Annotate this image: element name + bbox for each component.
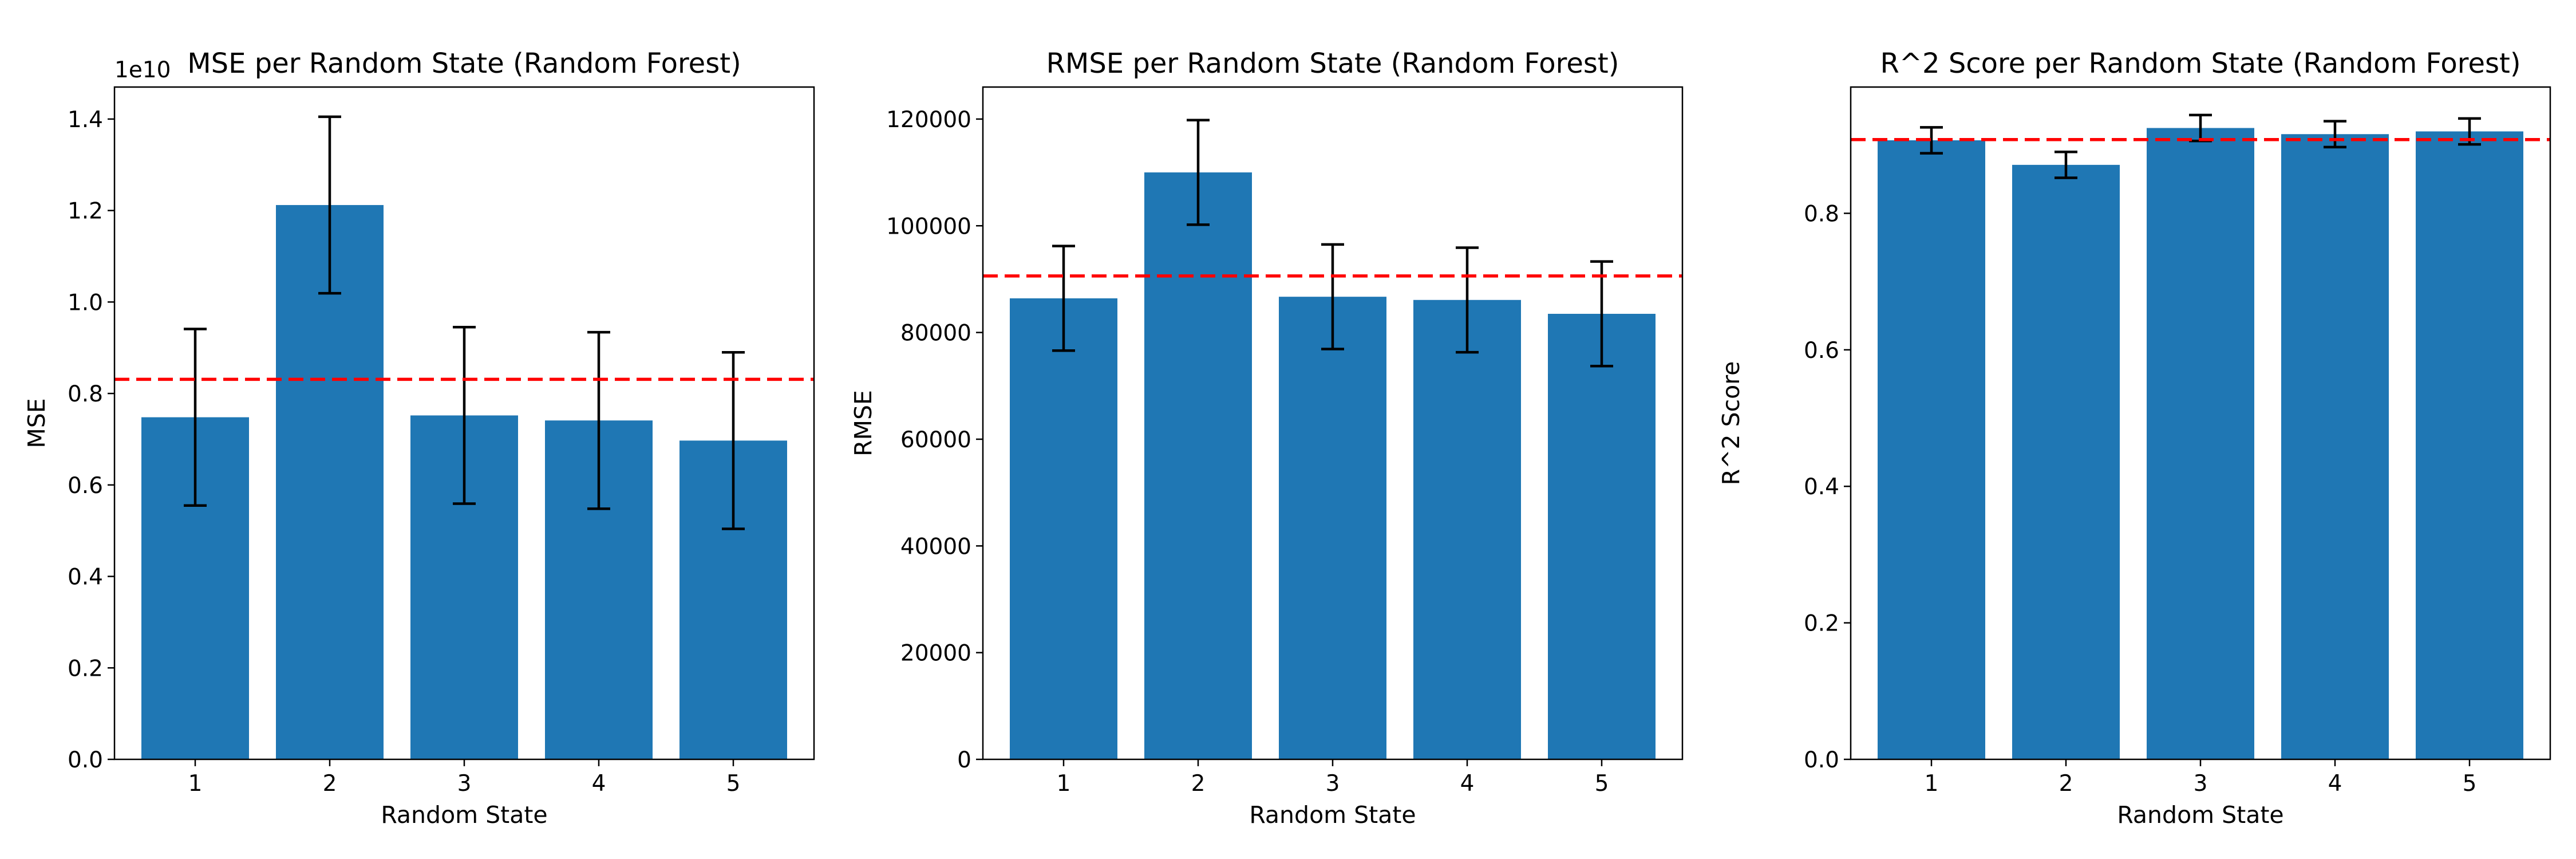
mse-ytick-label: 0.8: [68, 381, 103, 407]
rmse-bar-4: [1413, 300, 1521, 759]
mse-xtick-label: 5: [726, 771, 741, 797]
rmse-ytick-label: 20000: [900, 641, 971, 667]
mse-ytick-label: 1.4: [68, 107, 103, 133]
mse-ytick-label: 1.2: [68, 199, 103, 224]
r2-error-bar-2: [2055, 150, 2077, 179]
mse-bar-2: [276, 205, 384, 760]
r2-chart: 0.0 0.2 0.4 0.6 0.8 1 2 3 4 5 Random State R^2 Scor…: [1717, 48, 2551, 829]
mse-xtick-label: 1: [188, 771, 203, 797]
rmse-ytick-label: 100000: [886, 214, 971, 239]
rmse-ytick-label: 120000: [886, 107, 971, 133]
rmse-xtick-label: 4: [1460, 771, 1475, 797]
mse-ytick-label: 0.2: [68, 656, 103, 681]
rmse-error-bar-1: [1052, 245, 1075, 352]
mse-ytick-label: 0.6: [68, 473, 103, 499]
r2-bar-5: [2416, 131, 2523, 760]
mse-error-bar-1: [184, 328, 207, 507]
mse-error-bar-2: [318, 115, 341, 295]
mse-chart-title: MSE per Random State (Random Forest): [187, 48, 741, 80]
rmse-ytick-label: 80000: [900, 321, 971, 346]
rmse-bar-1: [1010, 298, 1117, 759]
mse-y-axis-label: MSE: [23, 398, 50, 448]
rmse-xtick-label: 2: [1191, 771, 1206, 797]
r2-y-axis-label: R^2 Score: [1717, 361, 1745, 486]
r2-ytick-label: 0.8: [1804, 201, 1839, 227]
mse-ytick-label: 1.0: [68, 290, 103, 316]
mse-error-bar-5: [722, 350, 745, 530]
r2-x-axis-label: Random State: [2117, 801, 2283, 829]
r2-ytick-label: 0.0: [1804, 747, 1839, 773]
rmse-y-axis-label: RMSE: [850, 390, 877, 456]
rmse-error-bar-3: [1321, 243, 1344, 350]
r2-xtick-label: 3: [2194, 771, 2208, 797]
r2-xtick-label: 5: [2463, 771, 2477, 797]
mse-ytick-label: 0.0: [68, 747, 103, 773]
r2-bar-4: [2281, 134, 2389, 759]
mse-axis-offset-label: 1e10: [114, 57, 171, 83]
mse-chart: 0.0 0.2 0.4 0.6 0.8 1.0 1.2 1.4 1 2 3 4 5 Random Stat…: [23, 48, 815, 829]
mse-xtick-label: 3: [457, 771, 472, 797]
rmse-x-axis-label: Random State: [1249, 801, 1416, 829]
r2-bar-3: [2147, 128, 2254, 759]
rmse-error-bar-2: [1187, 119, 1210, 226]
r2-error-bar-1: [1920, 126, 1943, 155]
rmse-xtick-label: 5: [1595, 771, 1609, 797]
rmse-ytick-label: 60000: [900, 427, 971, 453]
rmse-error-bar-5: [1590, 260, 1613, 368]
r2-error-bar-4: [2324, 120, 2346, 149]
mse-ytick-label: 0.4: [68, 565, 103, 590]
rmse-chart: 0 20000 40000 60000 80000 100000 120000 1 2 3 4 5 Ra…: [850, 48, 1684, 829]
rmse-xtick-label: 1: [1057, 771, 1071, 797]
rmse-ytick-label: 0: [957, 747, 971, 773]
mse-xtick-label: 2: [323, 771, 337, 797]
rmse-xtick-label: 3: [1326, 771, 1340, 797]
r2-ytick-label: 0.6: [1804, 338, 1839, 364]
mse-xtick-label: 4: [592, 771, 606, 797]
r2-bar-1: [1878, 140, 1985, 759]
r2-bar-2: [2012, 164, 2120, 759]
rmse-chart-title: RMSE per Random State (Random Forest): [1046, 48, 1619, 80]
mse-x-axis-label: Random State: [381, 801, 547, 829]
r2-ytick-label: 0.2: [1804, 611, 1839, 637]
rmse-bar-2: [1144, 172, 1252, 760]
rmse-bar-5: [1548, 313, 1656, 759]
rmse-error-bar-4: [1456, 246, 1479, 354]
r2-xtick-label: 4: [2328, 771, 2342, 797]
rmse-ytick-label: 40000: [900, 534, 971, 559]
r2-chart-title: R^2 Score per Random State (Random Fores…: [1880, 48, 2520, 80]
r2-xtick-label: 2: [2059, 771, 2073, 797]
mse-error-bar-3: [453, 326, 476, 505]
r2-ytick-label: 0.4: [1804, 474, 1839, 500]
rmse-bar-3: [1279, 297, 1386, 759]
mse-error-bar-4: [587, 330, 610, 510]
r2-xtick-label: 1: [1925, 771, 1939, 797]
